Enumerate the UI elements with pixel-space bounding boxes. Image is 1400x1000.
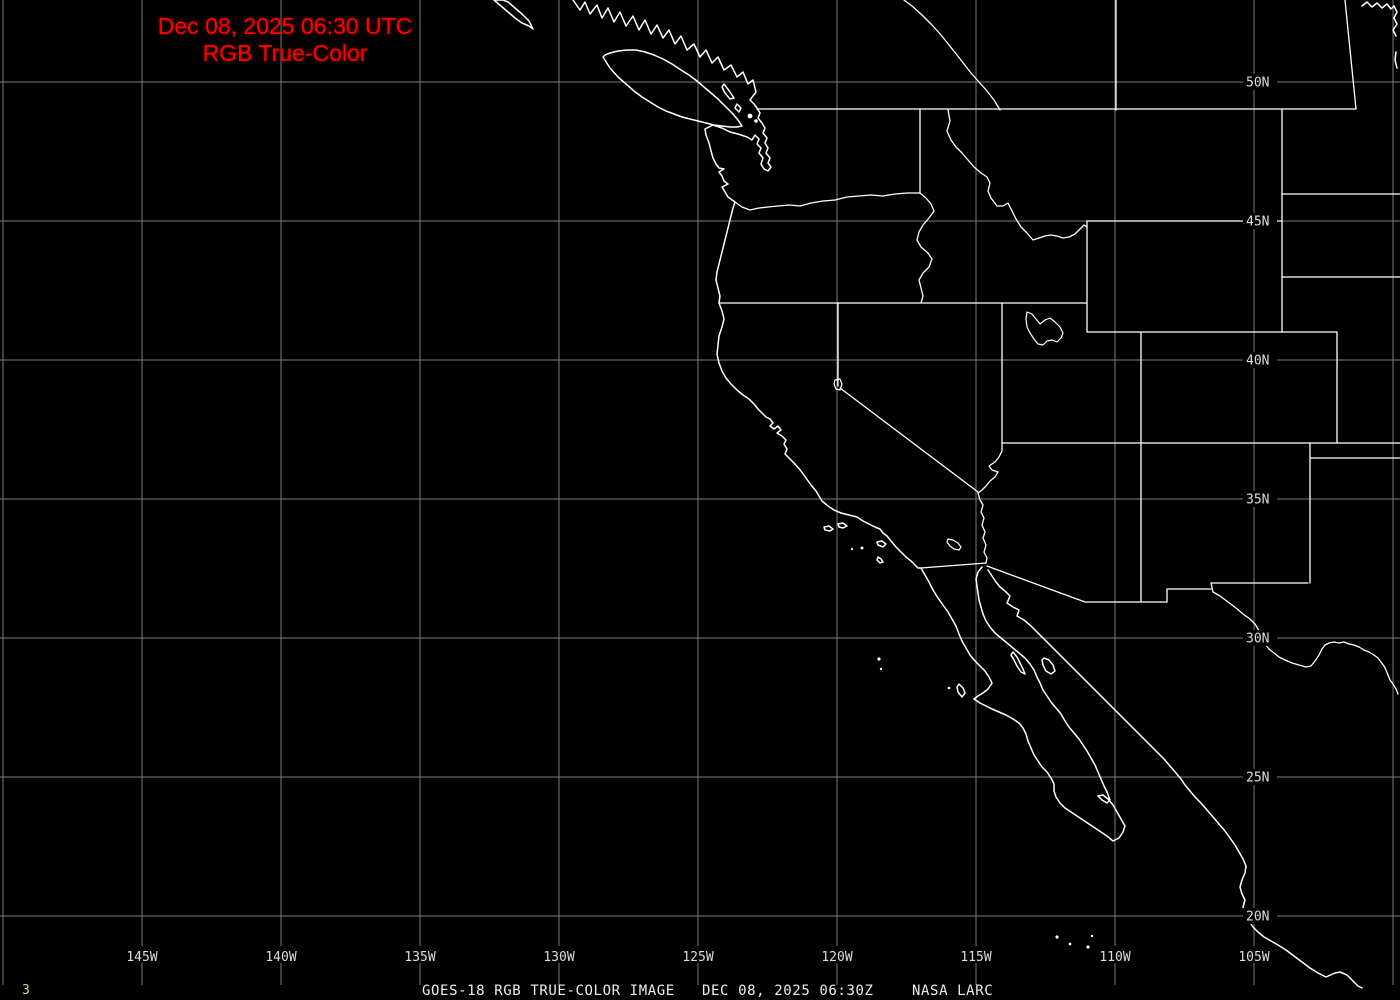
overlay-title-product: RGB True-Color bbox=[202, 40, 368, 66]
island-san-juan-2 bbox=[754, 119, 758, 123]
border-wa-or-columbia-river bbox=[734, 192, 921, 211]
island-angel-de-la-guarda bbox=[1010, 651, 1026, 675]
graticule-label-bg-125W bbox=[681, 947, 715, 963]
border-bc-alberta bbox=[903, 0, 1001, 111]
graticule-label-bg-115W bbox=[959, 947, 993, 963]
graticule-label-140W: 140W bbox=[265, 950, 296, 965]
border-saskatchewan-manitoba bbox=[1344, 0, 1357, 110]
border-ca-az-colorado-river bbox=[977, 492, 988, 564]
lake-tahoe bbox=[833, 378, 843, 391]
lake-great-salt bbox=[1025, 311, 1064, 346]
graticule-labels: 50N 45N 40N 35N 30N 25N 20N 145W 140W 135W 130W 125… bbox=[125, 74, 1277, 965]
graticule-label-45N: 45N bbox=[1246, 215, 1269, 230]
island-cedros bbox=[956, 683, 966, 698]
coastline-bc-mainland bbox=[572, 0, 758, 109]
coastline-haida-gwaii bbox=[493, 0, 534, 30]
island-tiburon bbox=[1041, 657, 1056, 675]
graticule-label-bg-50N bbox=[1243, 74, 1277, 90]
border-id-mt bbox=[946, 109, 1088, 241]
island-santa-cruz bbox=[837, 522, 848, 529]
graticule-label-50N: 50N bbox=[1246, 76, 1269, 91]
island-santa-catalina bbox=[876, 540, 887, 548]
graticule-label-bg-135W bbox=[403, 947, 437, 963]
graticule-label-bg-25N bbox=[1243, 769, 1277, 785]
graticule-label-bg-145W bbox=[125, 947, 159, 963]
islands-strait-of-georgia bbox=[721, 83, 742, 113]
graticule-label-130W: 130W bbox=[543, 950, 574, 965]
graticule-label-bg-20N bbox=[1243, 908, 1277, 924]
island-san-juan bbox=[747, 113, 753, 119]
island-guadalupe-2 bbox=[879, 667, 883, 671]
border-us-mexico-az bbox=[986, 565, 1086, 603]
border-rio-grande bbox=[1210, 582, 1399, 695]
graticule-label-bg-35N bbox=[1243, 491, 1277, 507]
island-san-benito bbox=[947, 686, 951, 690]
graticule-label-bg-130W bbox=[542, 947, 576, 963]
graticule-label-20N: 20N bbox=[1246, 910, 1269, 925]
island-guadalupe bbox=[877, 657, 881, 661]
islas-marias-2 bbox=[1068, 942, 1072, 946]
graticule-label-bg-120W bbox=[820, 947, 854, 963]
border-us-mexico-nm bbox=[1084, 588, 1212, 603]
graticule-label-30N: 30N bbox=[1246, 632, 1269, 647]
map-features bbox=[493, 0, 1400, 989]
graticule-label-120W: 120W bbox=[821, 950, 852, 965]
island-vancouver bbox=[602, 49, 743, 128]
graticule-label-115W: 115W bbox=[960, 950, 991, 965]
caption-source: NASA LARC bbox=[912, 983, 994, 999]
graticule-label-bg-110W bbox=[1098, 947, 1132, 963]
border-or-id-snake-river bbox=[916, 192, 935, 304]
overlay-title: Dec 08, 2025 06:30 UTC RGB True-Color bbox=[158, 13, 412, 67]
coastline-pacific-west bbox=[704, 107, 1126, 842]
island-santa-barbara bbox=[850, 547, 854, 551]
caption-product: GOES-18 RGB TRUE-COLOR IMAGE bbox=[422, 983, 675, 999]
graticule-label-25N: 25N bbox=[1246, 771, 1269, 786]
border-ca-nv-diagonal bbox=[839, 387, 979, 493]
graticule-label-40N: 40N bbox=[1246, 354, 1269, 369]
graticule-label-105W: 105W bbox=[1238, 950, 1269, 965]
border-us-mexico-ca bbox=[920, 562, 987, 569]
graticule-label-35N: 35N bbox=[1246, 493, 1269, 508]
islas-marias-4 bbox=[1090, 934, 1094, 938]
island-san-clemente bbox=[876, 556, 884, 564]
graticule-label-bg-105W bbox=[1237, 947, 1271, 963]
overlay-title-timestamp: Dec 08, 2025 06:30 UTC bbox=[157, 13, 413, 39]
border-nv-az-colorado-river bbox=[977, 442, 1003, 494]
graticule-label-145W: 145W bbox=[126, 950, 157, 965]
coastline-mexico-mainland bbox=[987, 569, 1363, 989]
caption-timestamp: DEC 08, 2025 06:30Z bbox=[702, 983, 874, 999]
island-san-miguel-santa-rosa bbox=[823, 525, 834, 532]
graticule-label-110W: 110W bbox=[1099, 950, 1130, 965]
graticule-label-bg-45N bbox=[1243, 213, 1277, 229]
graticule-label-125W: 125W bbox=[682, 950, 713, 965]
graticule-label-bg-40N bbox=[1243, 352, 1277, 368]
lake-salton-sea bbox=[946, 538, 962, 551]
island-san-nicolas bbox=[860, 546, 864, 550]
graticule-label-135W: 135W bbox=[404, 950, 435, 965]
graticule-label-bg-30N bbox=[1243, 630, 1277, 646]
lakes-manitoba-shore bbox=[1361, 1, 1398, 69]
islas-marias-1 bbox=[1055, 935, 1059, 939]
frame-number: 3 bbox=[22, 983, 30, 998]
graticule-label-bg-140W bbox=[264, 947, 298, 963]
islas-marias-3 bbox=[1086, 945, 1090, 949]
